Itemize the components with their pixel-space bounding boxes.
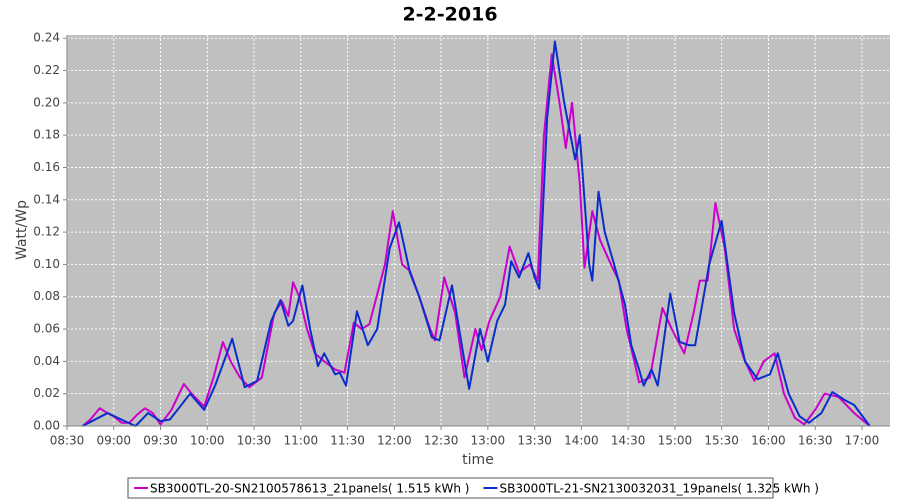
- x-tick-label: 14:00: [564, 434, 599, 448]
- y-tick-label: 0.00: [33, 419, 60, 433]
- y-axis-label: Watt/Wp: [14, 200, 30, 260]
- plot-area: [67, 35, 890, 426]
- x-tick-label: 17:00: [845, 434, 880, 448]
- y-tick-label: 0.22: [33, 63, 60, 77]
- x-tick-label: 13:00: [471, 434, 506, 448]
- x-tick-label: 10:00: [190, 434, 225, 448]
- x-tick-label: 12:00: [377, 434, 412, 448]
- x-tick-label: 11:30: [330, 434, 365, 448]
- y-tick-label: 0.08: [33, 289, 60, 303]
- x-tick-label: 12:30: [424, 434, 459, 448]
- series-line: [81, 53, 871, 427]
- legend-label: SB3000TL-20-SN2100578613_21panels( 1.515…: [150, 482, 469, 496]
- x-tick-label: 16:00: [751, 434, 786, 448]
- legend-label: SB3000TL-21-SN2130032031_19panels( 1.325…: [499, 482, 818, 496]
- x-axis-label: time: [462, 452, 494, 468]
- y-tick-label: 0.18: [33, 128, 60, 142]
- y-tick-label: 0.10: [33, 257, 60, 271]
- x-tick-label: 15:00: [658, 434, 693, 448]
- x-tick-label: 08:30: [50, 434, 85, 448]
- x-tick-label: 15:30: [704, 434, 739, 448]
- y-tick-label: 0.16: [33, 160, 60, 174]
- series-line: [82, 40, 871, 427]
- y-tick-label: 0.14: [33, 192, 60, 206]
- x-tick-label: 13:30: [517, 434, 552, 448]
- chart-title: 2-2-2016: [402, 4, 497, 26]
- y-tick-label: 0.24: [33, 31, 60, 45]
- x-tick-label: 14:30: [611, 434, 646, 448]
- y-tick-label: 0.12: [33, 225, 60, 239]
- x-tick-label: 09:00: [96, 434, 131, 448]
- y-tick-label: 0.02: [33, 386, 60, 400]
- x-tick-label: 10:30: [237, 434, 272, 448]
- x-tick-label: 16:30: [798, 434, 833, 448]
- x-tick-label: 09:30: [143, 434, 178, 448]
- y-tick-label: 0.06: [33, 322, 60, 336]
- legend-box: [127, 477, 774, 499]
- y-tick-label: 0.20: [33, 95, 60, 109]
- y-tick-label: 0.04: [33, 354, 60, 368]
- x-tick-label: 11:00: [284, 434, 319, 448]
